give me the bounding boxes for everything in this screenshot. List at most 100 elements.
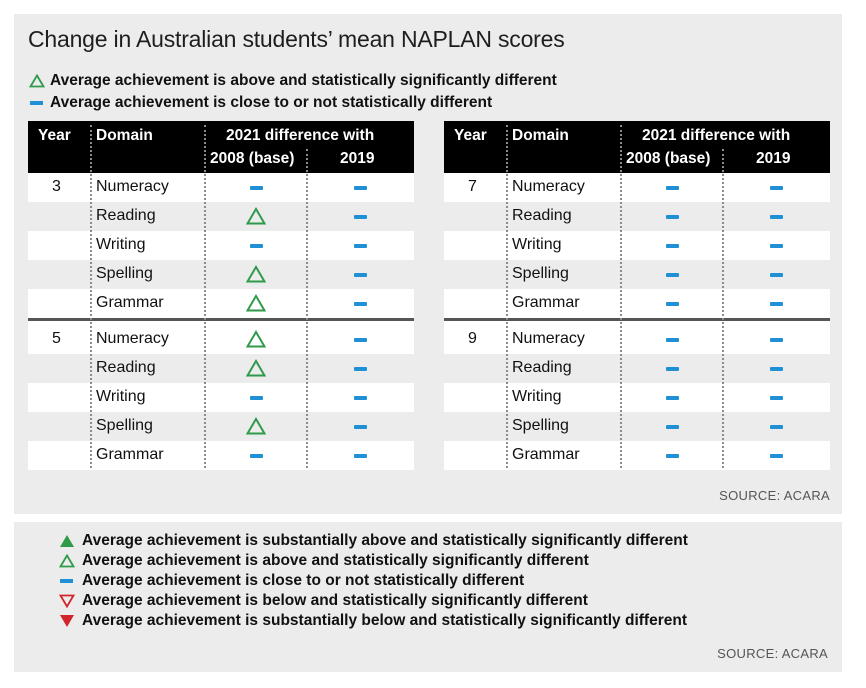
hollow-green-triangle-icon	[246, 207, 266, 225]
hollow-green-triangle-icon	[246, 359, 266, 377]
column-divider	[90, 125, 92, 468]
domain-cell: Reading	[512, 359, 572, 376]
table-row: Spelling	[444, 260, 830, 289]
year-header: Year	[454, 127, 487, 144]
legend-substantially-below: Average achievement is substantially bel…	[58, 612, 687, 630]
domain-cell: Writing	[96, 236, 146, 253]
domain-cell: Grammar	[512, 446, 580, 463]
legend-below-text: Average achievement is below and statist…	[82, 592, 588, 609]
domain-header: Domain	[96, 127, 153, 144]
table-row: Reading	[444, 354, 830, 383]
solid-green-triangle-icon	[58, 534, 76, 548]
blue-dash-icon	[666, 302, 679, 306]
legend-below: Average achievement is below and statist…	[58, 592, 588, 610]
year-cell: 7	[468, 178, 477, 195]
domain-cell: Writing	[96, 388, 146, 405]
blue-dash-icon	[770, 215, 783, 219]
table-row: Reading	[28, 202, 414, 231]
table-body: 7 Numeracy Reading Writing Spelling Grammar 9 N…	[444, 173, 830, 470]
top-legend-close-text: Average achievement is close to or not s…	[50, 94, 493, 111]
top-legend-close: Average achievement is close to or not s…	[28, 94, 492, 112]
blue-dash-icon	[250, 396, 263, 400]
hollow-green-triangle-icon	[28, 74, 46, 88]
domain-cell: Reading	[96, 359, 156, 376]
table-row: Writing	[444, 231, 830, 260]
domain-cell: Grammar	[512, 294, 580, 311]
blue-dash-icon	[770, 186, 783, 190]
table-row: Grammar	[444, 441, 830, 470]
column-divider	[306, 149, 308, 468]
blue-dash-icon	[770, 273, 783, 277]
difference-header: 2021 difference with	[642, 127, 791, 144]
blue-dash-icon	[354, 215, 367, 219]
blue-dash-icon	[354, 302, 367, 306]
hollow-green-triangle-icon	[246, 265, 266, 283]
year-2019-header: 2019	[756, 150, 791, 167]
blue-dash-icon	[250, 454, 263, 458]
year-header: Year	[38, 127, 71, 144]
domain-cell: Reading	[512, 207, 572, 224]
domain-header: Domain	[512, 127, 569, 144]
column-divider	[204, 125, 206, 468]
blue-dash-icon	[354, 425, 367, 429]
group-separator	[444, 318, 830, 321]
legend-substantially-above: Average achievement is substantially abo…	[58, 532, 688, 550]
domain-cell: Spelling	[96, 265, 153, 282]
table-row: Reading	[444, 202, 830, 231]
table-row: Grammar	[28, 441, 414, 470]
group-separator	[28, 318, 414, 321]
hollow-green-triangle-icon	[246, 417, 266, 435]
table-row: 9 Numeracy	[444, 321, 830, 354]
table-row: 7 Numeracy	[444, 173, 830, 202]
blue-dash-icon	[666, 273, 679, 277]
legend-above-text: Average achievement is above and statist…	[82, 552, 589, 569]
table-row: Reading	[28, 354, 414, 383]
domain-cell: Numeracy	[512, 330, 585, 347]
blue-dash-icon	[666, 396, 679, 400]
table-body: 3 Numeracy Reading Writing Spelling Grammar 5 N…	[28, 173, 414, 470]
top-legend-above-text: Average achievement is above and statist…	[50, 72, 557, 89]
blue-dash-icon	[354, 186, 367, 190]
blue-dash-icon	[250, 244, 263, 248]
blue-dash-icon	[354, 244, 367, 248]
table-row: Writing	[28, 383, 414, 412]
blue-dash-icon	[770, 454, 783, 458]
table-row: Grammar	[28, 289, 414, 318]
chart-title: Change in Australian students’ mean NAPL…	[28, 26, 565, 52]
year-cell: 5	[52, 330, 61, 347]
hollow-green-triangle-icon	[246, 330, 266, 348]
table-row: 3 Numeracy	[28, 173, 414, 202]
blue-dash-icon	[666, 425, 679, 429]
table-header: Year Domain 2021 difference with 2008 (b…	[444, 121, 830, 173]
top-legend-above: Average achievement is above and statist…	[28, 72, 557, 90]
hollow-red-down-triangle-icon	[58, 594, 76, 608]
hollow-green-triangle-icon	[246, 294, 266, 312]
blue-dash-icon	[770, 244, 783, 248]
column-divider	[722, 149, 724, 468]
source-credit-bottom: SOURCE: ACARA	[717, 646, 828, 661]
domain-cell: Writing	[512, 388, 562, 405]
domain-cell: Writing	[512, 236, 562, 253]
table-row: Writing	[444, 383, 830, 412]
blue-dash-icon	[354, 396, 367, 400]
table-row: 5 Numeracy	[28, 321, 414, 354]
domain-cell: Spelling	[96, 417, 153, 434]
blue-dash-icon	[28, 100, 46, 106]
blue-dash-icon	[666, 186, 679, 190]
table-row: Spelling	[444, 412, 830, 441]
blue-dash-icon	[770, 338, 783, 342]
base-2008-header: 2008 (base)	[626, 150, 711, 167]
blue-dash-icon	[354, 338, 367, 342]
column-divider	[506, 125, 508, 468]
table-years-7-9: Year Domain 2021 difference with 2008 (b…	[444, 121, 830, 470]
blue-dash-icon	[666, 215, 679, 219]
blue-dash-icon	[666, 338, 679, 342]
domain-cell: Grammar	[96, 446, 164, 463]
domain-cell: Numeracy	[512, 178, 585, 195]
table-row: Spelling	[28, 260, 414, 289]
blue-dash-icon	[354, 367, 367, 371]
domain-cell: Numeracy	[96, 178, 169, 195]
blue-dash-icon	[770, 302, 783, 306]
blue-dash-icon	[354, 273, 367, 277]
table-header: Year Domain 2021 difference with 2008 (b…	[28, 121, 414, 173]
